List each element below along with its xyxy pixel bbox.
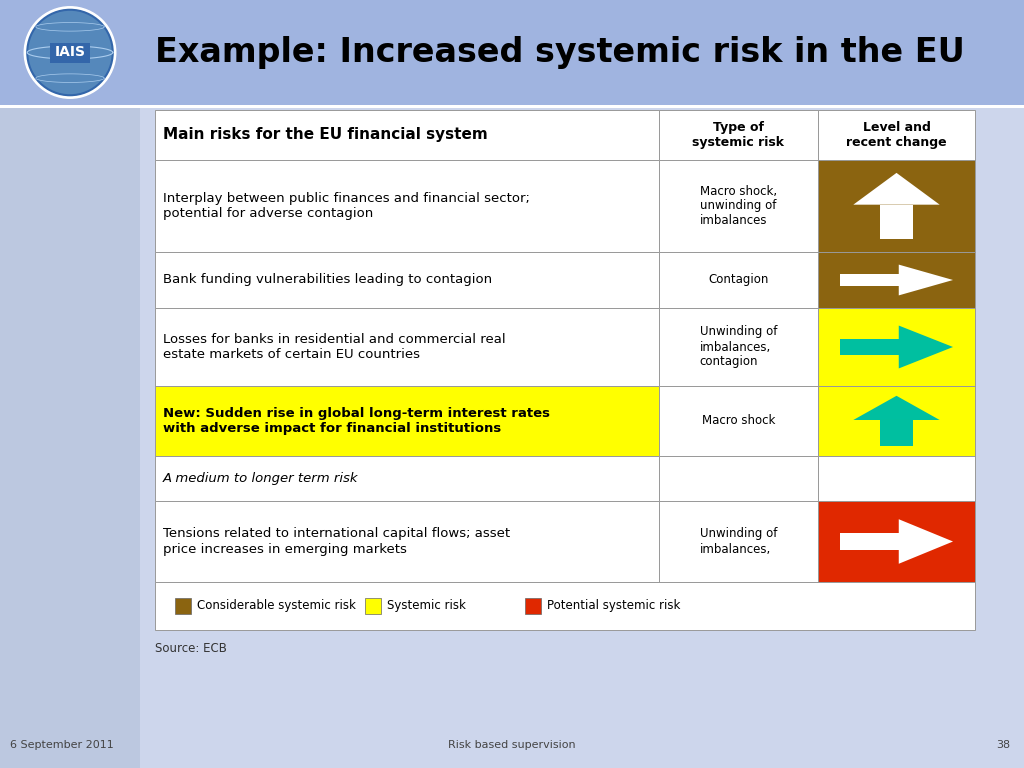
- Text: Considerable systemic risk: Considerable systemic risk: [197, 600, 356, 613]
- Bar: [818, 308, 975, 386]
- Text: Level and
recent change: Level and recent change: [846, 121, 947, 149]
- Bar: [155, 501, 659, 582]
- Bar: [155, 386, 659, 456]
- Bar: [840, 274, 899, 286]
- Bar: [155, 456, 659, 501]
- Bar: [155, 110, 659, 160]
- Text: Macro shock,
unwinding of
imbalances: Macro shock, unwinding of imbalances: [700, 184, 777, 227]
- Circle shape: [28, 10, 113, 95]
- Text: Source: ECB: Source: ECB: [155, 642, 227, 655]
- Bar: [175, 598, 191, 614]
- Text: Contagion: Contagion: [709, 273, 769, 286]
- Text: Potential systemic risk: Potential systemic risk: [547, 600, 680, 613]
- Bar: [659, 386, 818, 456]
- Text: Example: Increased systemic risk in the EU: Example: Increased systemic risk in the …: [155, 36, 965, 69]
- Bar: [659, 501, 818, 582]
- Text: 6 September 2011: 6 September 2011: [10, 740, 114, 750]
- Bar: [50, 42, 90, 62]
- Text: New: Sudden rise in global long-term interest rates
with adverse impact for fina: New: Sudden rise in global long-term int…: [163, 407, 550, 435]
- Polygon shape: [853, 173, 940, 205]
- Bar: [659, 160, 818, 252]
- Bar: [840, 339, 899, 355]
- Text: IAIS: IAIS: [54, 45, 85, 59]
- Bar: [659, 456, 818, 501]
- Bar: [659, 110, 818, 160]
- Bar: [880, 205, 913, 239]
- Bar: [818, 501, 975, 582]
- Text: 38: 38: [996, 740, 1010, 750]
- Text: Interplay between public finances and financial sector;
potential for adverse co: Interplay between public finances and fi…: [163, 192, 529, 220]
- Bar: [365, 598, 381, 614]
- Polygon shape: [899, 265, 953, 296]
- Bar: [818, 456, 975, 501]
- Bar: [0, 0, 140, 768]
- Bar: [155, 582, 975, 630]
- Bar: [818, 110, 975, 160]
- Bar: [818, 252, 975, 308]
- Bar: [840, 533, 899, 550]
- Text: Tensions related to international capital flows; asset
price increases in emergi: Tensions related to international capita…: [163, 528, 510, 555]
- Text: Bank funding vulnerabilities leading to contagion: Bank funding vulnerabilities leading to …: [163, 273, 493, 286]
- Bar: [880, 420, 913, 446]
- Text: A medium to longer term risk: A medium to longer term risk: [163, 472, 358, 485]
- Text: Unwinding of
imbalances,: Unwinding of imbalances,: [699, 528, 777, 555]
- Text: Main risks for the EU financial system: Main risks for the EU financial system: [163, 127, 487, 143]
- Text: Unwinding of
imbalances,
contagion: Unwinding of imbalances, contagion: [699, 326, 777, 369]
- Text: Type of
systemic risk: Type of systemic risk: [692, 121, 784, 149]
- Polygon shape: [899, 326, 953, 369]
- Bar: [818, 160, 975, 252]
- Polygon shape: [853, 396, 940, 420]
- Bar: [155, 252, 659, 308]
- Bar: [659, 308, 818, 386]
- Text: Risk based supervision: Risk based supervision: [449, 740, 575, 750]
- Bar: [0, 105, 1024, 108]
- Bar: [155, 308, 659, 386]
- Text: Losses for banks in residential and commercial real
estate markets of certain EU: Losses for banks in residential and comm…: [163, 333, 506, 361]
- Bar: [659, 252, 818, 308]
- Circle shape: [25, 7, 116, 98]
- Bar: [155, 160, 659, 252]
- Polygon shape: [899, 519, 953, 564]
- Text: Systemic risk: Systemic risk: [387, 600, 466, 613]
- Bar: [525, 598, 541, 614]
- Bar: [0, 0, 1024, 105]
- Bar: [818, 386, 975, 456]
- Text: Macro shock: Macro shock: [701, 415, 775, 428]
